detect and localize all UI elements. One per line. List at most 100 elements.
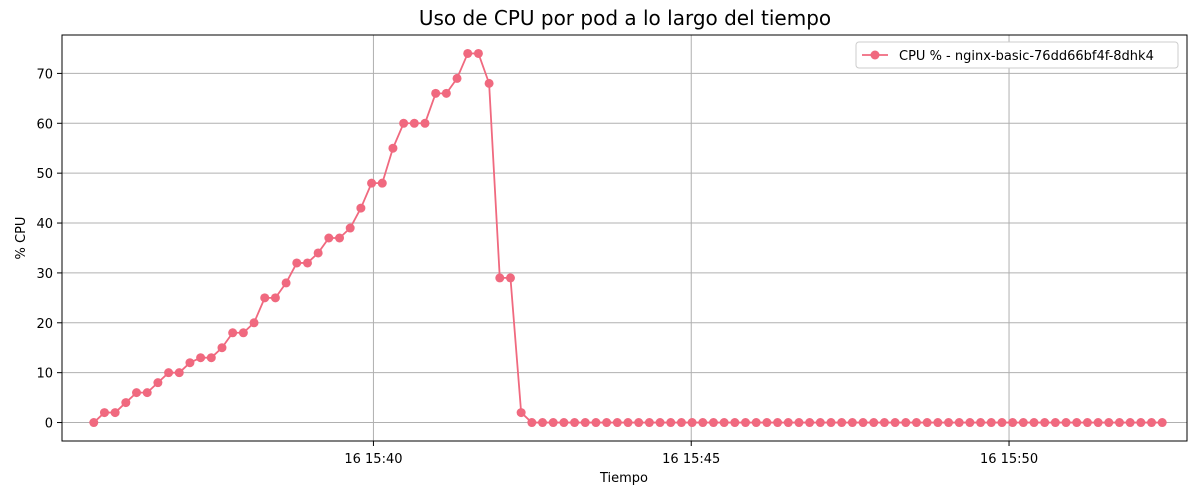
data-point: [612, 418, 622, 428]
data-point: [1114, 418, 1124, 428]
data-point: [773, 418, 783, 428]
data-point: [238, 328, 248, 338]
data-point: [377, 178, 387, 188]
data-point: [741, 418, 751, 428]
data-point: [1125, 418, 1135, 428]
legend-marker: [870, 50, 880, 60]
data-point: [1082, 418, 1092, 428]
data-point: [452, 73, 462, 83]
data-point: [367, 178, 377, 188]
data-point: [324, 233, 334, 243]
data-point: [1136, 418, 1146, 428]
data-point: [196, 353, 206, 363]
data-point: [409, 118, 419, 128]
y-tick-label: 0: [45, 417, 53, 432]
data-point: [548, 418, 558, 428]
data-point: [356, 203, 366, 213]
data-point: [730, 418, 740, 428]
chart-title: Uso de CPU por pod a lo largo del tiempo: [419, 6, 831, 30]
data-point: [911, 418, 921, 428]
series-line: [93, 52, 1163, 424]
data-point: [762, 418, 772, 428]
data-point: [1050, 418, 1060, 428]
data-point: [228, 328, 238, 338]
data-point: [559, 418, 569, 428]
data-point: [538, 418, 548, 428]
data-point: [580, 418, 590, 428]
data-point: [805, 418, 815, 428]
x-tick-label: 16 15:40: [344, 452, 402, 467]
data-point: [302, 258, 312, 268]
data-point: [847, 418, 857, 428]
data-point: [473, 48, 483, 58]
data-point: [602, 418, 612, 428]
data-point: [837, 418, 847, 428]
data-point: [345, 223, 355, 233]
data-point: [997, 418, 1007, 428]
data-point: [281, 278, 291, 288]
data-point: [313, 248, 323, 258]
data-point: [495, 273, 505, 283]
data-point: [1040, 418, 1050, 428]
data-point: [976, 418, 986, 428]
x-axis-ticks: 16 15:40 16 15:45 16 15:50: [344, 441, 1038, 467]
data-point: [1093, 418, 1103, 428]
data-point: [1029, 418, 1039, 428]
data-point: [655, 418, 665, 428]
data-point: [890, 418, 900, 428]
data-point: [869, 418, 879, 428]
data-point: [270, 293, 280, 303]
data-point: [260, 293, 270, 303]
grid: [62, 35, 1187, 441]
data-point: [164, 368, 174, 378]
data-point: [441, 88, 451, 98]
data-point: [420, 118, 430, 128]
data-point: [1104, 418, 1114, 428]
data-point: [591, 418, 601, 428]
data-point: [623, 418, 633, 428]
data-point: [933, 418, 943, 428]
data-point: [463, 48, 473, 58]
data-point: [1157, 418, 1167, 428]
data-point: [1018, 418, 1028, 428]
data-point: [879, 418, 889, 428]
data-point: [292, 258, 302, 268]
data-point: [687, 418, 697, 428]
data-point: [922, 418, 932, 428]
y-tick-label: 40: [36, 217, 53, 232]
data-point: [335, 233, 345, 243]
data-point: [132, 388, 142, 398]
data-point: [431, 88, 441, 98]
legend: CPU % - nginx-basic-76dd66bf4f-8dhk4: [855, 41, 1179, 69]
y-tick-label: 50: [36, 167, 53, 182]
data-point: [399, 118, 409, 128]
data-point: [965, 418, 975, 428]
x-tick-label: 16 15:50: [980, 452, 1038, 467]
data-point: [527, 418, 537, 428]
y-tick-label: 10: [36, 367, 53, 382]
data-point: [858, 418, 868, 428]
x-axis-label: Tiempo: [599, 471, 648, 486]
y-axis-ticks: 0 10 20 30 40 50 60 70: [36, 67, 62, 432]
y-tick-label: 70: [36, 67, 53, 82]
data-point: [944, 418, 954, 428]
data-point: [505, 273, 515, 283]
data-point: [110, 408, 120, 418]
data-point: [644, 418, 654, 428]
data-point: [570, 418, 580, 428]
data-point: [153, 378, 163, 388]
data-point: [676, 418, 686, 428]
data-point: [89, 418, 99, 428]
data-point: [206, 353, 216, 363]
legend-box: [855, 41, 1179, 69]
data-point: [954, 418, 964, 428]
x-tick-label: 16 15:45: [662, 452, 720, 467]
data-point: [666, 418, 676, 428]
data-point: [986, 418, 996, 428]
data-point: [794, 418, 804, 428]
data-point: [901, 418, 911, 428]
data-point: [783, 418, 793, 428]
data-point: [174, 368, 184, 378]
data-point: [484, 78, 494, 88]
